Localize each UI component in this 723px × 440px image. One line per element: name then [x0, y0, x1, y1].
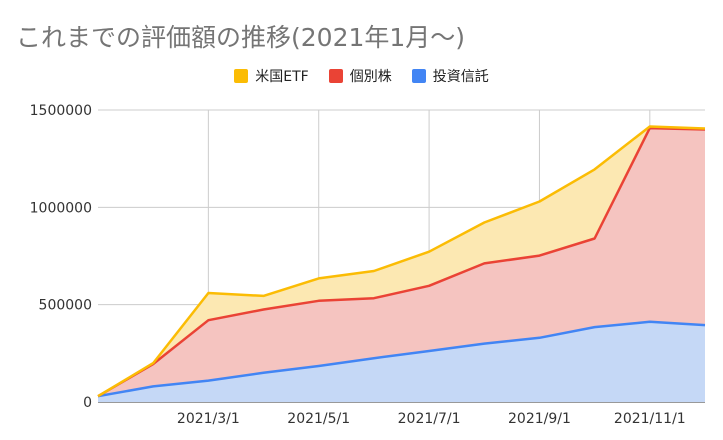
- series-lines: [97, 125, 706, 398]
- line-米国ETF: [97, 125, 706, 398]
- x-axis-ticks: 2021/3/1 2021/5/1 2021/7/1 2021/9/1 2021/11/…: [177, 411, 686, 427]
- legend-item-funds: 投資信託: [411, 66, 489, 86]
- line-投資信託: [97, 320, 706, 398]
- legend-swatch-etf: [234, 69, 249, 83]
- legend-swatch-stocks: [328, 69, 343, 83]
- x-tick-label: 2021/7/1: [398, 411, 461, 427]
- legend-label-funds: 投資信託: [432, 69, 489, 85]
- area-投資信託: [98, 321, 705, 402]
- x-tick-label: 2021/11/1: [614, 411, 686, 427]
- x-tick-label: 2021/5/1: [287, 411, 350, 427]
- y-tick-label: 500000: [39, 298, 92, 314]
- y-tick-label: 0: [83, 395, 92, 411]
- line-個別株: [97, 126, 706, 398]
- y-axis-ticks: 0 500000 1000000 1500000: [30, 103, 92, 411]
- legend: 米国ETF 個別株 投資信託: [0, 66, 723, 86]
- legend-item-etf: 米国ETF: [234, 66, 309, 86]
- y-tick-label: 1500000: [30, 103, 92, 119]
- legend-label-etf: 米国ETF: [255, 69, 309, 85]
- x-tick-label: 2021/3/1: [177, 411, 240, 427]
- legend-label-stocks: 個別株: [349, 69, 392, 85]
- area-fills: [98, 126, 705, 402]
- area-個別株: [98, 128, 705, 397]
- chart-title: これまでの評価額の推移(2021年1月～): [16, 23, 466, 52]
- x-tick-label: 2021/9/1: [508, 411, 571, 427]
- y-tick-label: 1000000: [30, 200, 92, 216]
- legend-swatch-funds: [411, 69, 426, 83]
- legend-item-stocks: 個別株: [328, 66, 392, 86]
